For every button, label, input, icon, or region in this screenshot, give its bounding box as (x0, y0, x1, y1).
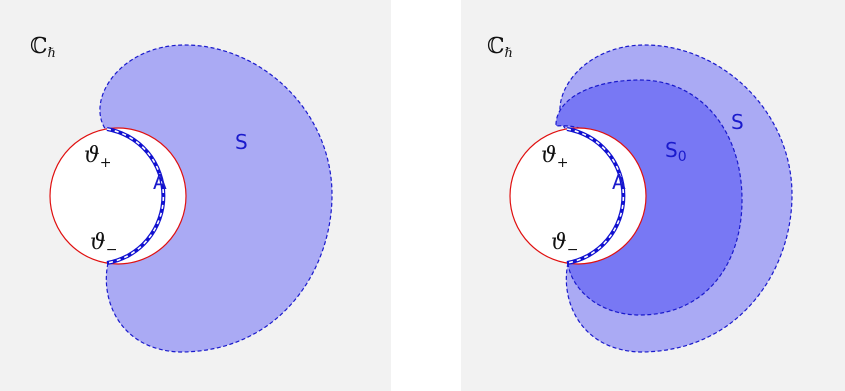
theta-plus-label: ϑ+ (84, 143, 111, 171)
region-a-label: A (612, 170, 626, 194)
right-panel: ℂℏ ϑ+ ϑ− A S0 S (461, 0, 845, 391)
region-s0-label: S0 (665, 138, 687, 165)
inner-disk (509, 127, 647, 265)
left-panel: ℂℏ ϑ+ ϑ− A S (0, 0, 391, 391)
inner-disk (49, 127, 187, 265)
arc-a-dash (566, 128, 625, 264)
theta-minus-label: ϑ− (551, 230, 578, 258)
plane-label: ℂℏ (30, 34, 56, 61)
arc-a-dash (106, 128, 165, 264)
plane-label: ℂℏ (487, 34, 513, 61)
theta-plus-label: ϑ+ (541, 143, 568, 171)
region-s-label: S (731, 110, 744, 134)
region-s-label: S (235, 130, 248, 154)
theta-minus-label: ϑ− (90, 230, 117, 258)
region-a-label: A (153, 170, 167, 194)
